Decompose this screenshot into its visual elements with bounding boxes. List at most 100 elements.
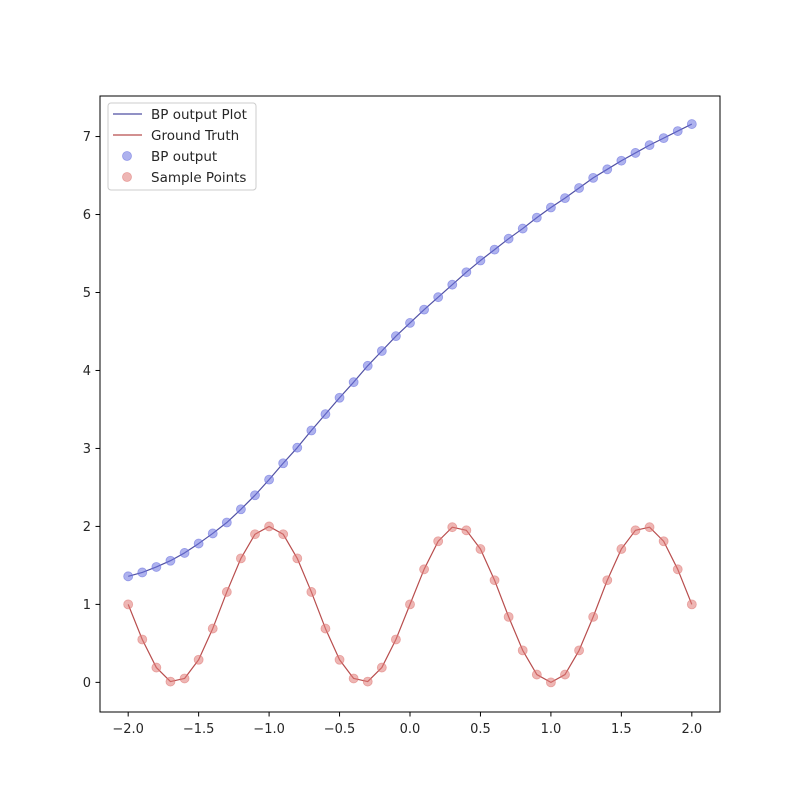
x-tick-label: 1.0 (541, 722, 562, 737)
series-3-point (137, 634, 148, 645)
series-2-point (574, 183, 584, 193)
series-2-point (193, 538, 204, 549)
series-3-point (447, 522, 458, 533)
series-2-point (264, 474, 274, 485)
series-3-point (264, 521, 274, 532)
axes-layer: −2.0 −1.5 −1.0 −0.5 0.0 0.5 1.0 1.5 2.0 0 1 2 3 4 5 6 7 (83, 95, 721, 737)
series-layer (123, 119, 697, 688)
series-3-point (602, 575, 613, 586)
series-2-point (616, 155, 627, 166)
y-tick-label: 5 (83, 286, 91, 301)
series-3-point (292, 553, 303, 564)
x-tick-label: −1.0 (253, 722, 285, 737)
series-2-point (165, 555, 176, 566)
legend-label: BP output Plot (151, 107, 247, 123)
series-2-point (362, 360, 373, 371)
series-2-point (391, 331, 401, 342)
series-2-point (320, 409, 331, 420)
series-3-point (376, 662, 387, 673)
series-3-point (236, 553, 246, 564)
y-tick-label: 1 (83, 598, 91, 613)
series-2-point (334, 392, 345, 403)
x-tick-label: 0.5 (470, 722, 491, 737)
legend-label: Sample Points (151, 170, 246, 186)
series-3-point (672, 564, 683, 575)
series-2-point (348, 377, 359, 388)
series-3-point (405, 599, 415, 610)
y-tick-label: 3 (83, 442, 91, 457)
series-2-point (517, 223, 528, 234)
series-3-point (391, 634, 401, 645)
series-3-point (588, 611, 599, 622)
series-3-point (334, 654, 345, 665)
y-tick-label: 6 (83, 208, 91, 223)
y-tick-label: 0 (83, 676, 91, 691)
series-3-point (320, 623, 331, 634)
series-2-point (207, 528, 218, 539)
series-2-point (419, 304, 429, 315)
series-3-point (362, 676, 373, 687)
x-tick-label: −0.5 (324, 722, 356, 737)
series-2-point (179, 548, 190, 558)
series-3-point (658, 536, 669, 547)
series-2-point (503, 233, 514, 244)
series-3-point (686, 599, 697, 610)
series-3-point (221, 587, 232, 597)
series-3-point (433, 536, 444, 547)
series-3-point (179, 673, 190, 684)
series-3-point (207, 623, 218, 634)
plot-area (100, 96, 720, 712)
series-3-point (250, 529, 260, 540)
series-2-point (447, 279, 458, 290)
series-2-point (560, 193, 570, 204)
series-2-point (292, 442, 303, 453)
series-2-point (489, 244, 500, 255)
series-3-point (123, 599, 134, 610)
legend-box (107, 102, 257, 191)
series-3-point (461, 525, 472, 536)
x-tick-label: 1.5 (611, 722, 632, 737)
series-3-point (475, 544, 486, 554)
series-3-point (531, 669, 542, 680)
x-tick-label: −1.5 (183, 722, 215, 737)
series-3-point (616, 544, 627, 554)
legend-marker-swatch (122, 151, 132, 161)
series-3-point (193, 654, 204, 665)
series-2-point (546, 202, 556, 213)
series-2-point (461, 267, 472, 278)
series-2-point (278, 458, 289, 469)
series-2-point (250, 490, 260, 501)
series-2-point (672, 126, 683, 136)
series-2-point (475, 255, 486, 266)
series-3-point (489, 575, 500, 586)
series-3-point (517, 645, 528, 656)
series-2-point (433, 292, 444, 303)
x-tick-label: 0.0 (400, 722, 421, 737)
legend-marker-swatch (122, 172, 132, 182)
series-2-point (405, 318, 415, 328)
series-3-point (419, 564, 429, 575)
series-2-point (137, 567, 148, 578)
series-2-point (123, 571, 134, 582)
series-3-point (348, 673, 359, 684)
series-3-point (151, 662, 162, 673)
series-3-point (165, 676, 176, 687)
series-2-point (221, 517, 232, 528)
series-3-point (560, 669, 570, 680)
series-2-point (644, 140, 655, 151)
series-2-point (376, 346, 387, 356)
series-3-point (503, 611, 514, 622)
legend-label: BP output (151, 149, 217, 165)
series-2-point (658, 133, 669, 144)
legend: BP output Plot Ground Truth BP output Sampl… (107, 102, 257, 191)
series-2-point (588, 172, 599, 183)
legend-label: Ground Truth (151, 128, 239, 144)
y-tick-label: 2 (83, 520, 91, 535)
series-2-point (531, 212, 542, 223)
x-tick-label: 2.0 (681, 722, 702, 737)
series-3-point (574, 645, 584, 656)
series-2-point (686, 119, 697, 129)
series-3-point (630, 525, 641, 536)
